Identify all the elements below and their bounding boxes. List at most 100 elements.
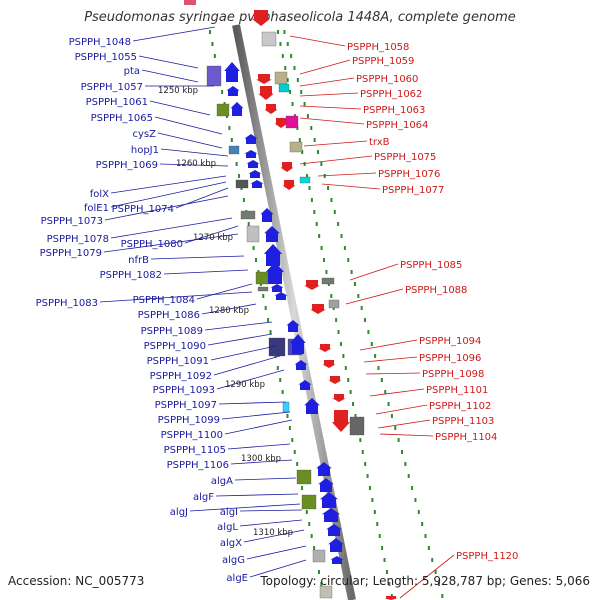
scale-mark-label: 1300 kbp — [241, 454, 281, 464]
gene-label-left: PSPPH_1091 — [147, 356, 209, 367]
track-dot — [281, 54, 284, 58]
leader-line — [159, 163, 229, 167]
forward-gene-arrow — [270, 284, 284, 292]
track-dot — [370, 342, 373, 346]
reverse-gene-arrow — [318, 344, 332, 352]
leader-line — [299, 77, 355, 87]
track-dot — [283, 30, 286, 34]
leader-line — [138, 55, 199, 69]
reverse-gene-arrow — [256, 74, 272, 84]
leader-line — [110, 175, 227, 194]
track-dot — [286, 414, 289, 418]
gene-label-left: PSPPH_1106 — [167, 460, 229, 471]
track-dot — [284, 66, 287, 70]
track-dot — [342, 354, 345, 358]
leader-line — [299, 155, 373, 165]
leader-line — [399, 554, 455, 599]
forward-gene-arrow — [244, 134, 258, 144]
track-dot — [305, 510, 308, 514]
track-dot — [276, 366, 279, 370]
leader-line — [321, 183, 381, 190]
gene-label-left: PSPPH_1093 — [153, 385, 215, 396]
scale-mark-label: 1260 kbp — [176, 159, 216, 169]
gene-label-left: PSPPH_1073 — [41, 216, 103, 227]
track-dot — [286, 78, 289, 82]
leader-line — [204, 321, 273, 331]
leader-line — [239, 509, 303, 512]
leader-line — [160, 148, 229, 157]
track-dot — [308, 522, 311, 526]
leader-line — [150, 255, 245, 260]
track-dot — [394, 426, 397, 430]
leader-line — [359, 339, 418, 351]
gene-label-right: PSPPH_1096 — [419, 353, 481, 364]
track-dot — [421, 522, 424, 526]
leader-line — [375, 404, 428, 415]
gene-label-right: PSPPH_1120 — [456, 551, 518, 562]
gene-label-right: PSPPH_1062 — [360, 89, 422, 100]
track-dot — [269, 330, 272, 334]
feature-block — [206, 65, 222, 87]
track-dot — [264, 306, 267, 310]
leader-line — [103, 233, 239, 253]
track-dot — [427, 546, 430, 550]
leader-line — [289, 35, 346, 47]
leader-line — [224, 419, 293, 435]
forward-gene-arrow — [319, 492, 339, 508]
feature-block — [240, 210, 256, 220]
scale-mark-label: 1250 kbp — [158, 86, 198, 96]
track-dot — [327, 186, 330, 190]
feature-block — [289, 141, 303, 153]
leader-line — [210, 345, 277, 361]
track-dot — [397, 438, 400, 442]
leader-line — [157, 132, 223, 149]
track-dot — [242, 198, 245, 202]
leader-line — [132, 26, 216, 42]
track-dot — [384, 390, 387, 394]
forward-gene-arrow — [230, 102, 244, 116]
forward-gene-arrow — [298, 380, 312, 390]
gene-arrows — [184, 0, 398, 600]
forward-gene-arrow — [290, 334, 306, 354]
track-dot — [424, 534, 427, 538]
track-dot — [369, 486, 372, 490]
track-dot — [378, 534, 381, 538]
leader-line — [221, 411, 291, 420]
track-dot — [290, 54, 293, 58]
gene-label-left: PSPPH_1048 — [69, 37, 131, 48]
scale-mark-label: 1290 kbp — [225, 380, 265, 390]
track-dot — [349, 390, 352, 394]
track-dot — [313, 546, 316, 550]
leader-line — [377, 419, 431, 429]
track-dot — [434, 570, 437, 574]
track-dot — [380, 378, 383, 382]
track-dot — [360, 306, 363, 310]
leader-line — [189, 503, 301, 512]
feature-block — [235, 179, 249, 189]
leader-line — [379, 433, 434, 437]
forward-gene-arrow — [286, 320, 300, 332]
forward-gene-arrow — [263, 244, 283, 266]
gene-label-left: algX — [220, 538, 242, 549]
track-dot — [357, 294, 360, 298]
reverse-gene-arrow — [258, 86, 274, 100]
track-dot — [279, 378, 282, 382]
track-dot — [376, 522, 379, 526]
scale-mark-label: 1270 kbp — [193, 233, 233, 243]
forward-gene-arrow — [244, 150, 258, 158]
track-dot — [289, 90, 292, 94]
gene-label-right: PSPPH_1094 — [419, 336, 481, 347]
track-dot — [352, 402, 355, 406]
leader-line — [299, 59, 351, 75]
track-dot — [354, 414, 357, 418]
track-dot — [310, 198, 313, 202]
track-dot — [298, 138, 301, 142]
forward-gene-arrow — [274, 292, 288, 300]
track-dot — [315, 222, 318, 226]
track-dot — [296, 462, 299, 466]
leader-line — [299, 105, 362, 110]
forward-gene-arrow — [226, 86, 240, 96]
track-dot — [441, 594, 444, 598]
forward-gene-arrow — [260, 208, 274, 222]
track-dot — [387, 402, 390, 406]
